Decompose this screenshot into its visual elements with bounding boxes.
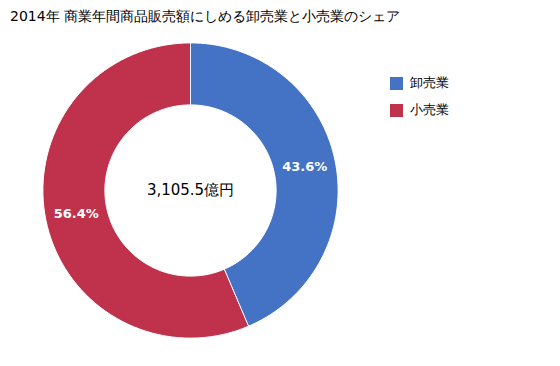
svg-text:43.6%: 43.6%	[282, 159, 327, 174]
svg-text:56.4%: 56.4%	[54, 206, 99, 221]
html-text:2014年 商業年間商品販売額にしめる卸売業と小売業のシェア: 2014年 商業年間商品販売額にしめる卸売業と小売業のシェア	[10, 8, 401, 24]
html-text:小売業: 小売業	[409, 102, 449, 117]
svg-text:3,105.5億円: 3,105.5億円	[147, 181, 234, 199]
html-text:卸売業: 卸売業	[409, 75, 449, 90]
